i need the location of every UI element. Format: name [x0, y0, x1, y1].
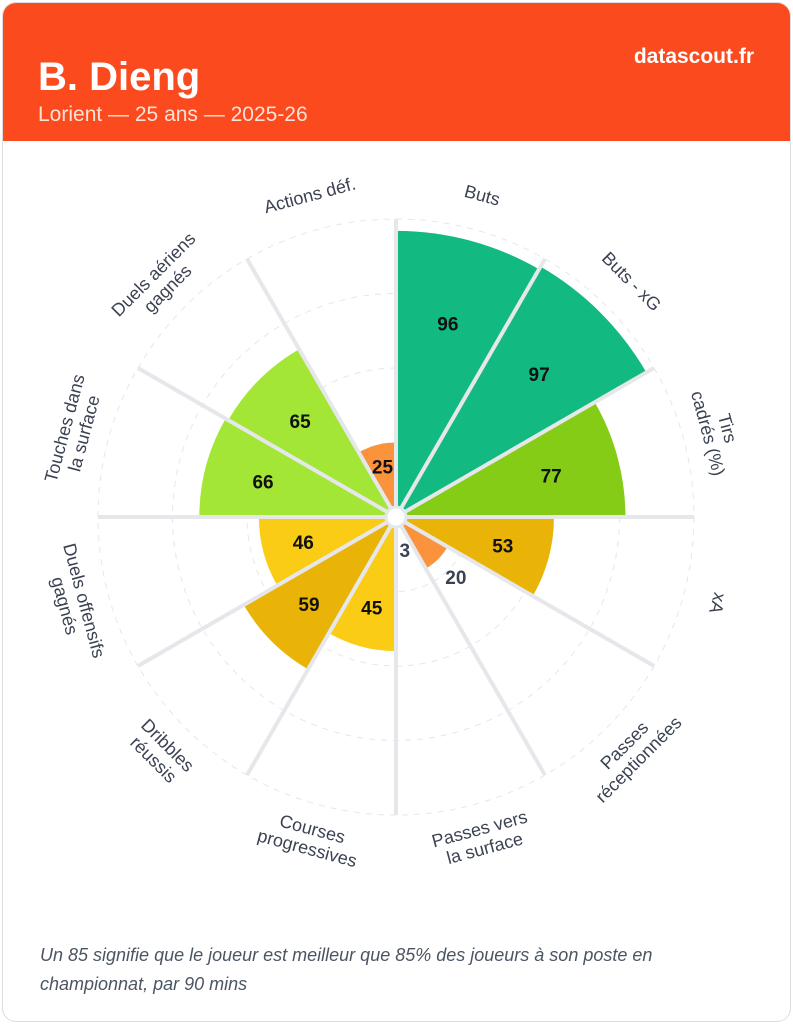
category-label: Touches dansla surface: [41, 372, 108, 490]
category-label: Buts - xG: [598, 248, 665, 315]
bar-10: [228, 349, 396, 517]
spoke-1: [394, 257, 547, 519]
bar-3: [396, 517, 554, 596]
value-label: 96: [437, 315, 458, 336]
bar-1: [396, 266, 647, 517]
bar-6: [328, 517, 396, 652]
value-label: 20: [445, 568, 466, 589]
player-name: B. Dieng: [38, 55, 201, 99]
value-label: 77: [541, 466, 562, 487]
value-label: 46: [293, 533, 314, 554]
spoke-2: [394, 366, 656, 519]
category-label: xA: [705, 590, 730, 615]
value-label: 59: [298, 595, 319, 616]
category-label: Actions déf.: [262, 174, 358, 218]
bar-4: [396, 517, 448, 569]
spoke-4: [394, 515, 656, 668]
category-label: Duels aériensgagnés: [107, 228, 213, 334]
spoke-10: [136, 366, 397, 519]
category-label: Duels offensifsgagnés: [40, 541, 109, 665]
category-label: Buts: [462, 181, 502, 210]
category-label: Coursesprogressives: [255, 806, 364, 871]
bar-2: [396, 402, 626, 517]
value-label: 65: [290, 412, 312, 433]
brand-link[interactable]: datascout.fr: [633, 45, 754, 68]
bar-9: [199, 418, 396, 517]
value-label: 25: [372, 458, 394, 479]
spoke-5: [394, 515, 547, 777]
bar-8: [258, 517, 396, 586]
spoke-7: [245, 515, 398, 777]
value-label: 3: [399, 541, 410, 562]
spoke-11: [245, 257, 398, 519]
player-subtitle: Lorient — 25 ans — 2025-26: [38, 103, 308, 126]
value-label: 53: [492, 537, 513, 558]
header: B. Dieng Lorient — 25 ans — 2025-26 data…: [3, 3, 790, 141]
category-label: Tirscadrés (%): [687, 384, 748, 478]
bar-7: [243, 517, 396, 670]
value-label: 45: [361, 599, 383, 620]
category-label: Passes versla surface: [430, 807, 535, 871]
center-hub: [384, 505, 408, 529]
category-label: Dribblesréussis: [123, 715, 198, 790]
spoke-8: [136, 515, 397, 668]
value-label: 66: [252, 472, 273, 493]
category-label: Passesréceptionnées: [577, 698, 685, 806]
value-label: 97: [529, 365, 550, 386]
bar-0: [396, 230, 540, 518]
footnote: Un 85 signifie que le joueur est meilleu…: [40, 945, 653, 994]
